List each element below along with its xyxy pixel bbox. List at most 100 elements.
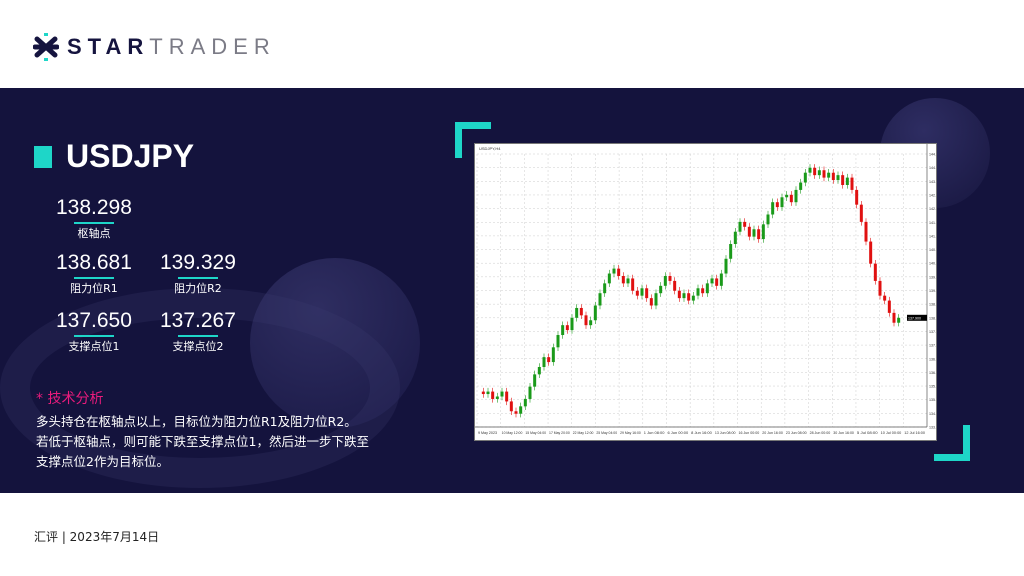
y-tick-label: 141.910: [929, 221, 936, 225]
x-tick-label: 9 May 2023: [478, 431, 497, 435]
candle-body: [691, 295, 695, 301]
candle-body: [519, 406, 523, 414]
candle-body: [542, 357, 546, 367]
footer-date: 汇评 | 2023年7月14日: [34, 530, 160, 544]
analysis-line: 支撑点位2作为目标位。: [36, 454, 169, 469]
y-tick-label: 136.080: [929, 371, 936, 375]
candle-body: [705, 283, 709, 294]
candle-body: [789, 194, 793, 203]
price-chart: 144.560 144.030 143.500 142.970 142.440 141.9…: [474, 143, 942, 441]
candle-body: [514, 411, 518, 414]
symbol-name: USDJPY: [66, 138, 195, 174]
r1-value: 138.681: [56, 251, 132, 279]
candle-body: [570, 317, 574, 331]
x-tick-label: 13 Jun 08:00: [715, 431, 736, 435]
candle-body: [845, 177, 849, 185]
candle-body: [677, 290, 681, 299]
s2-value: 137.267: [160, 309, 236, 337]
candle-body: [556, 335, 560, 348]
candle-body: [757, 229, 761, 240]
header: STARTRADER: [0, 0, 1024, 88]
y-tick-label: 137.670: [929, 330, 936, 334]
frame-corner-top-left: [455, 122, 491, 158]
candle-body: [864, 221, 868, 242]
x-tick-label: 25 May 04:00: [596, 431, 617, 435]
r1-level: 138.681 阻力位R1: [56, 251, 132, 296]
candle-body: [486, 391, 490, 395]
candle-body: [873, 263, 877, 281]
x-tick-label: 28 Jun 00:00: [810, 431, 831, 435]
candle-body: [696, 288, 700, 296]
y-tick-label: 137.140: [929, 344, 936, 348]
candle-body: [710, 278, 714, 284]
y-tick-label: 144.560: [929, 153, 936, 157]
candle-body: [598, 293, 602, 306]
y-tick-label: 133.960: [929, 426, 936, 430]
y-tick-label: 135.550: [929, 385, 936, 389]
candle-body: [794, 189, 798, 203]
x-tick-label: 15 May 04:00: [525, 431, 546, 435]
y-tick-label: 140.850: [929, 248, 936, 252]
x-tick-label: 1 Jun 08:00: [644, 431, 665, 435]
x-tick-label: 22 May 12:00: [573, 431, 594, 435]
candle-body: [761, 224, 765, 240]
candle-body: [850, 177, 854, 190]
x-tick-label: 8 Jun 16:00: [691, 431, 712, 435]
candle-body: [649, 298, 653, 306]
candle-body: [617, 268, 621, 276]
startrader-logo: STARTRADER: [33, 33, 276, 61]
x-tick-label: 10 Jul 00:00: [881, 431, 902, 435]
analysis-heading: * 技术分析: [36, 391, 104, 407]
candle-body: [803, 172, 807, 183]
candle-body: [631, 278, 635, 291]
candle-body: [892, 312, 896, 323]
logo-bold-text: STAR: [67, 34, 150, 59]
candle-body: [729, 244, 733, 259]
candle-body: [687, 293, 691, 301]
x-tick-label: 12 Jul 16:00: [904, 431, 925, 435]
y-tick-label: 139.260: [929, 289, 936, 293]
y-tick-label: 135.020: [929, 398, 936, 402]
title-marker: [34, 145, 52, 168]
x-tick-label: 20 Jun 16:00: [762, 431, 783, 435]
candle-body: [663, 275, 667, 286]
candle-body: [528, 386, 532, 399]
candle-body: [855, 189, 859, 205]
candle-body: [817, 170, 821, 176]
last-price-marker: [907, 314, 927, 321]
candle-body: [579, 307, 583, 316]
logo-light-text: TRADER: [149, 34, 276, 59]
analysis-line: 多头持仓在枢轴点以上，目标位为阻力位R1及阻力位R2。: [36, 414, 357, 429]
candle-body: [547, 357, 551, 363]
candle-body: [584, 315, 588, 326]
y-tick-label: 141.380: [929, 234, 936, 238]
candle-body: [565, 325, 569, 331]
candlestick-chart: 144.560 144.030 143.500 142.970 142.440 141.9…: [475, 144, 942, 435]
candle-body: [808, 167, 812, 173]
candle-body: [682, 293, 686, 299]
symbol-title: USDJPY: [34, 138, 194, 175]
last-price-label: 137.900: [908, 316, 921, 320]
pivot-value: 138.298: [56, 196, 132, 224]
x-tick-label: 29 May 16:00: [620, 431, 641, 435]
s1-level: 137.650 支撑点位1: [56, 309, 132, 354]
candle-body: [724, 258, 728, 274]
y-tick-label: 140.320: [929, 262, 936, 266]
candle-body: [654, 293, 658, 306]
candle-body: [897, 317, 901, 323]
candle-body: [509, 401, 513, 412]
x-tick-label: 17 May 20:00: [549, 431, 570, 435]
x-tick-label: 6 Jun 00:00: [667, 431, 688, 435]
candle-body: [607, 273, 611, 284]
x-tick-label: 16 Jun 00:00: [739, 431, 760, 435]
s1-value: 137.650: [56, 309, 132, 337]
candle-body: [775, 202, 779, 208]
candle-body: [869, 241, 873, 264]
x-tick-label: 10 May 12:00: [502, 431, 523, 435]
candle-body: [701, 288, 705, 294]
x-tick-label: 30 Jun 16:00: [833, 431, 854, 435]
candle-body: [589, 320, 593, 326]
candle-body: [780, 197, 784, 208]
candle-body: [537, 366, 541, 375]
candle-body: [505, 391, 509, 402]
